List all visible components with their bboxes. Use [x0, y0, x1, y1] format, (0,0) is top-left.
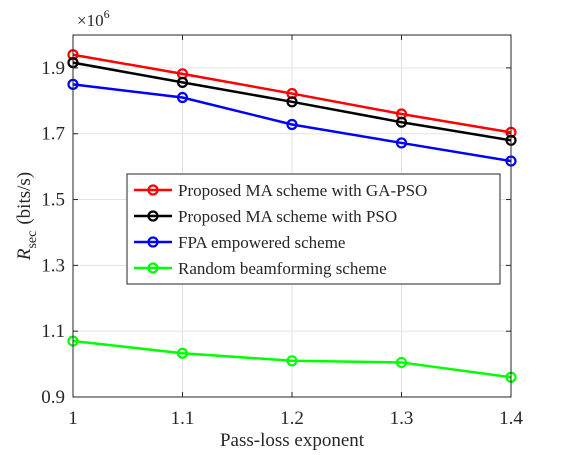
- y-axis-symbol: R: [14, 248, 35, 261]
- data-point: [395, 137, 408, 149]
- x-tick-label: 1.1: [171, 408, 195, 429]
- y-tick-label: 0.9: [41, 387, 65, 408]
- data-point: [286, 96, 298, 108]
- legend-marker: [147, 184, 159, 196]
- y-tick-label: 1.3: [41, 255, 65, 276]
- y-multiplier: ×106: [77, 7, 110, 30]
- y-tick-label: 1.9: [41, 58, 65, 79]
- axis-ticks: 1 1.1 1.2 1.3 1.4 0.9 1.1 1.3 1.5 1.7 1.9: [41, 35, 523, 429]
- series-line: [72, 339, 512, 379]
- x-tick-label: 1.3: [390, 408, 414, 429]
- series-line: [72, 61, 512, 142]
- data-point: [286, 118, 298, 131]
- legend-label: Random beamforming scheme: [178, 259, 387, 278]
- series-line: [72, 83, 512, 163]
- x-tick-label: 1.2: [280, 408, 304, 429]
- data-point: [286, 355, 298, 367]
- legend-label: Proposed MA scheme with PSO: [178, 207, 397, 226]
- y-axis-unit: (bits/s): [14, 172, 35, 225]
- data-point: [176, 91, 189, 104]
- legend-marker: [147, 262, 159, 274]
- data-point: [176, 76, 189, 88]
- legend-marker: [147, 236, 159, 248]
- data-point: [176, 347, 189, 359]
- data-point: [395, 116, 408, 128]
- legend-box: [126, 173, 501, 285]
- legend-label: Proposed MA scheme with GA-PSO: [178, 181, 427, 200]
- data-point: [395, 356, 408, 369]
- y-tick-label: 1.1: [41, 321, 65, 342]
- x-tick-label: 1: [68, 408, 78, 429]
- x-axis-title: Pass-loss exponent: [220, 430, 365, 451]
- legend-label: FPA empowered scheme: [178, 233, 345, 252]
- x-tick-label: 1.4: [499, 408, 523, 429]
- y-tick-label: 1.5: [41, 190, 65, 211]
- y-axis-title: Rsec (bits/s): [14, 172, 40, 261]
- legend-marker: [147, 210, 159, 222]
- legend: Proposed MA scheme with GA-PSO Proposed M…: [126, 173, 501, 285]
- series-line: [72, 53, 512, 134]
- y-axis-subscript: sec: [25, 231, 40, 249]
- y-tick-label: 1.7: [41, 124, 65, 145]
